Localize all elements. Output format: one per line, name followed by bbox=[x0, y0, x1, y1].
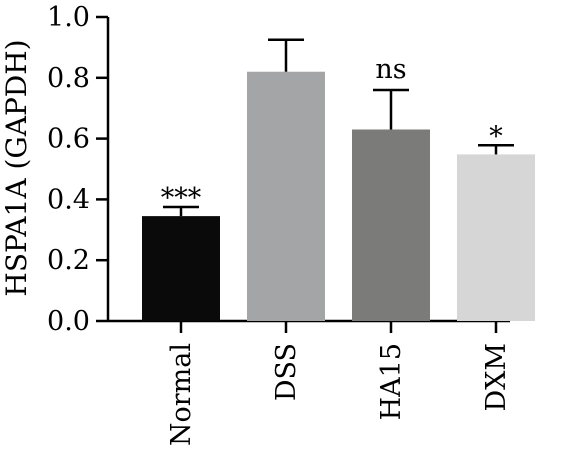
x-tick-label-normal: Normal bbox=[166, 343, 197, 446]
significance-label-dxm: * bbox=[489, 121, 503, 152]
y-tick-label: 1.0 bbox=[47, 2, 90, 33]
x-ticks: Normal DSS HA15 DXM bbox=[166, 321, 512, 446]
significance-label-normal: *** bbox=[161, 183, 202, 214]
x-tick-label-dxm: DXM bbox=[481, 343, 512, 412]
y-tick-label: 0.4 bbox=[47, 184, 90, 215]
y-ticks: 0.0 0.2 0.4 0.6 0.8 1.0 bbox=[47, 2, 108, 337]
bar-normal bbox=[142, 216, 220, 321]
bars bbox=[142, 71, 535, 321]
x-tick-label-ha15: HA15 bbox=[376, 343, 407, 420]
bar-dss bbox=[247, 71, 325, 321]
significance-labels: *** ns * bbox=[161, 54, 504, 214]
x-tick-label-dss: DSS bbox=[271, 343, 302, 401]
y-tick-label: 0.0 bbox=[47, 306, 90, 337]
bar-dxm bbox=[457, 154, 535, 321]
y-tick-label: 0.2 bbox=[47, 245, 90, 276]
significance-label-ha15: ns bbox=[375, 54, 406, 85]
bar-ha15 bbox=[352, 129, 430, 321]
y-tick-label: 0.6 bbox=[47, 124, 90, 155]
y-axis-title: HSPA1A (GAPDH) bbox=[0, 39, 33, 296]
error-bars bbox=[163, 38, 514, 217]
y-tick-label: 0.8 bbox=[47, 63, 90, 94]
